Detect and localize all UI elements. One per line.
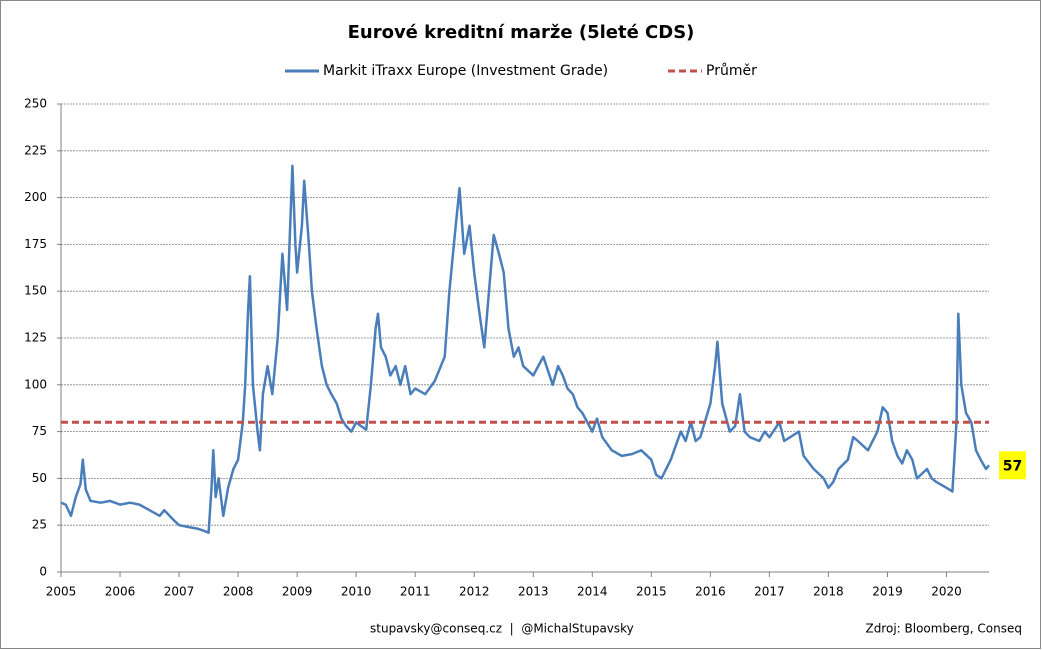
x-tick-label: 2015: [636, 585, 667, 599]
chart-title: Eurové kreditní marže (5leté CDS): [348, 22, 695, 43]
legend-label: Průměr: [706, 63, 757, 79]
footer-left: stupavsky@conseq.cz | @MichalStupavsky: [370, 622, 634, 636]
series-line: [60, 164, 990, 534]
y-tick-label: 200: [24, 190, 47, 204]
x-tick-label: 2011: [400, 585, 431, 599]
x-tick-label: 2013: [518, 585, 549, 599]
y-tick-label: 125: [24, 331, 47, 345]
x-tick-label: 2018: [813, 585, 844, 599]
legend-label: Markit iTraxx Europe (Investment Grade): [323, 63, 608, 79]
y-tick-label: 175: [24, 237, 47, 251]
y-tick-label: 100: [24, 377, 47, 391]
y-tick-label: 25: [32, 518, 47, 532]
y-tick-label: 150: [24, 284, 47, 298]
footer-right: Zdroj: Bloomberg, Conseq: [865, 622, 1022, 636]
y-tick-label: 250: [24, 97, 47, 111]
x-tick-label: 2009: [282, 585, 313, 599]
x-tick-label: 2014: [577, 585, 608, 599]
y-tick-label: 50: [32, 471, 47, 485]
x-tick-label: 2008: [223, 585, 254, 599]
x-tick-label: 2005: [46, 585, 77, 599]
y-tick-label: 75: [32, 424, 47, 438]
y-tick-label: 225: [24, 143, 47, 157]
x-tick-label: 2020: [931, 585, 962, 599]
last-value-label: 57: [1003, 458, 1022, 474]
x-tick-label: 2017: [754, 585, 785, 599]
x-tick-label: 2010: [341, 585, 372, 599]
x-tick-label: 2006: [105, 585, 136, 599]
x-tick-label: 2016: [695, 585, 726, 599]
last-value-box: [999, 451, 1026, 480]
x-tick-label: 2007: [164, 585, 195, 599]
x-tick-label: 2012: [459, 585, 490, 599]
x-tick-label: 2019: [872, 585, 903, 599]
y-tick-label: 0: [39, 565, 47, 579]
